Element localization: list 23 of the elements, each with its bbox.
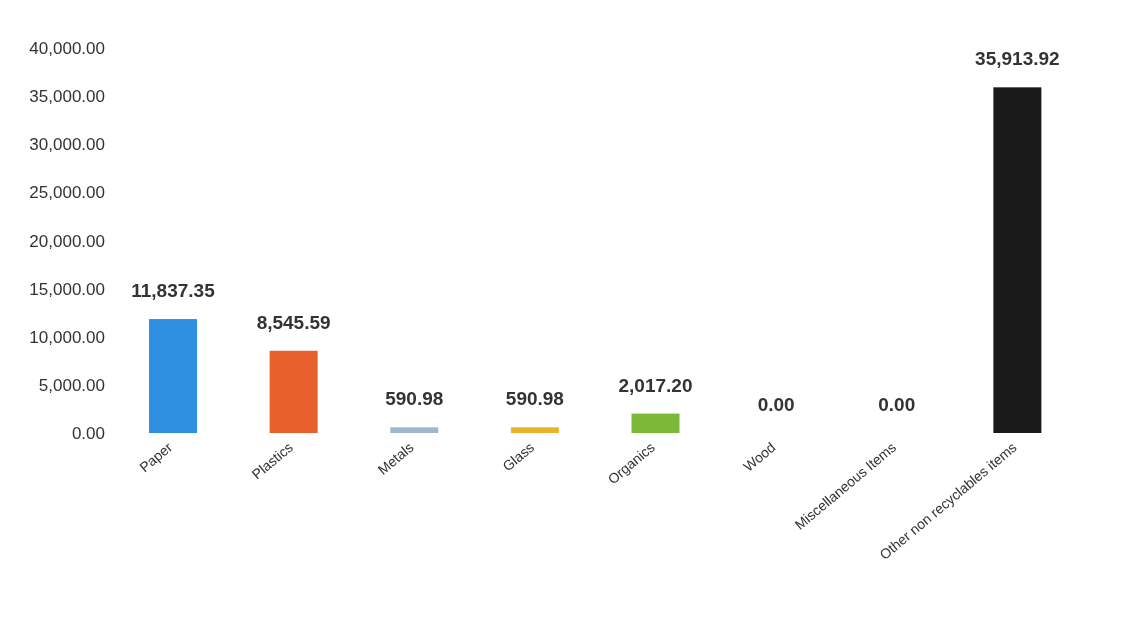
y-tick-label: 40,000.00: [29, 39, 105, 59]
y-tick-label: 30,000.00: [29, 135, 105, 155]
y-tick-label: 15,000.00: [29, 279, 105, 299]
data-label: 0.00: [757, 394, 795, 415]
y-tick-label: 35,000.00: [29, 87, 105, 107]
y-tick-label: 5,000.00: [38, 375, 105, 395]
data-label: 2,017.20: [618, 374, 693, 396]
data-label: 8,545.59: [256, 311, 331, 333]
data-label: 35,913.92: [975, 48, 1060, 70]
bar: [149, 319, 197, 433]
y-tick-label: 25,000.00: [29, 183, 105, 203]
bar: [510, 427, 559, 433]
bar: [390, 427, 439, 433]
bar: [631, 413, 680, 433]
data-label: 11,837.35: [131, 280, 216, 302]
bar: [993, 87, 1042, 433]
data-label: 590.98: [385, 388, 444, 410]
y-tick-label: 10,000.00: [29, 327, 105, 347]
y-tick-label: 20,000.00: [29, 231, 105, 251]
data-label: 590.98: [505, 388, 564, 410]
data-label: 0.00: [878, 394, 916, 415]
y-tick-label: 0.00: [71, 424, 105, 444]
bar: [269, 350, 318, 433]
